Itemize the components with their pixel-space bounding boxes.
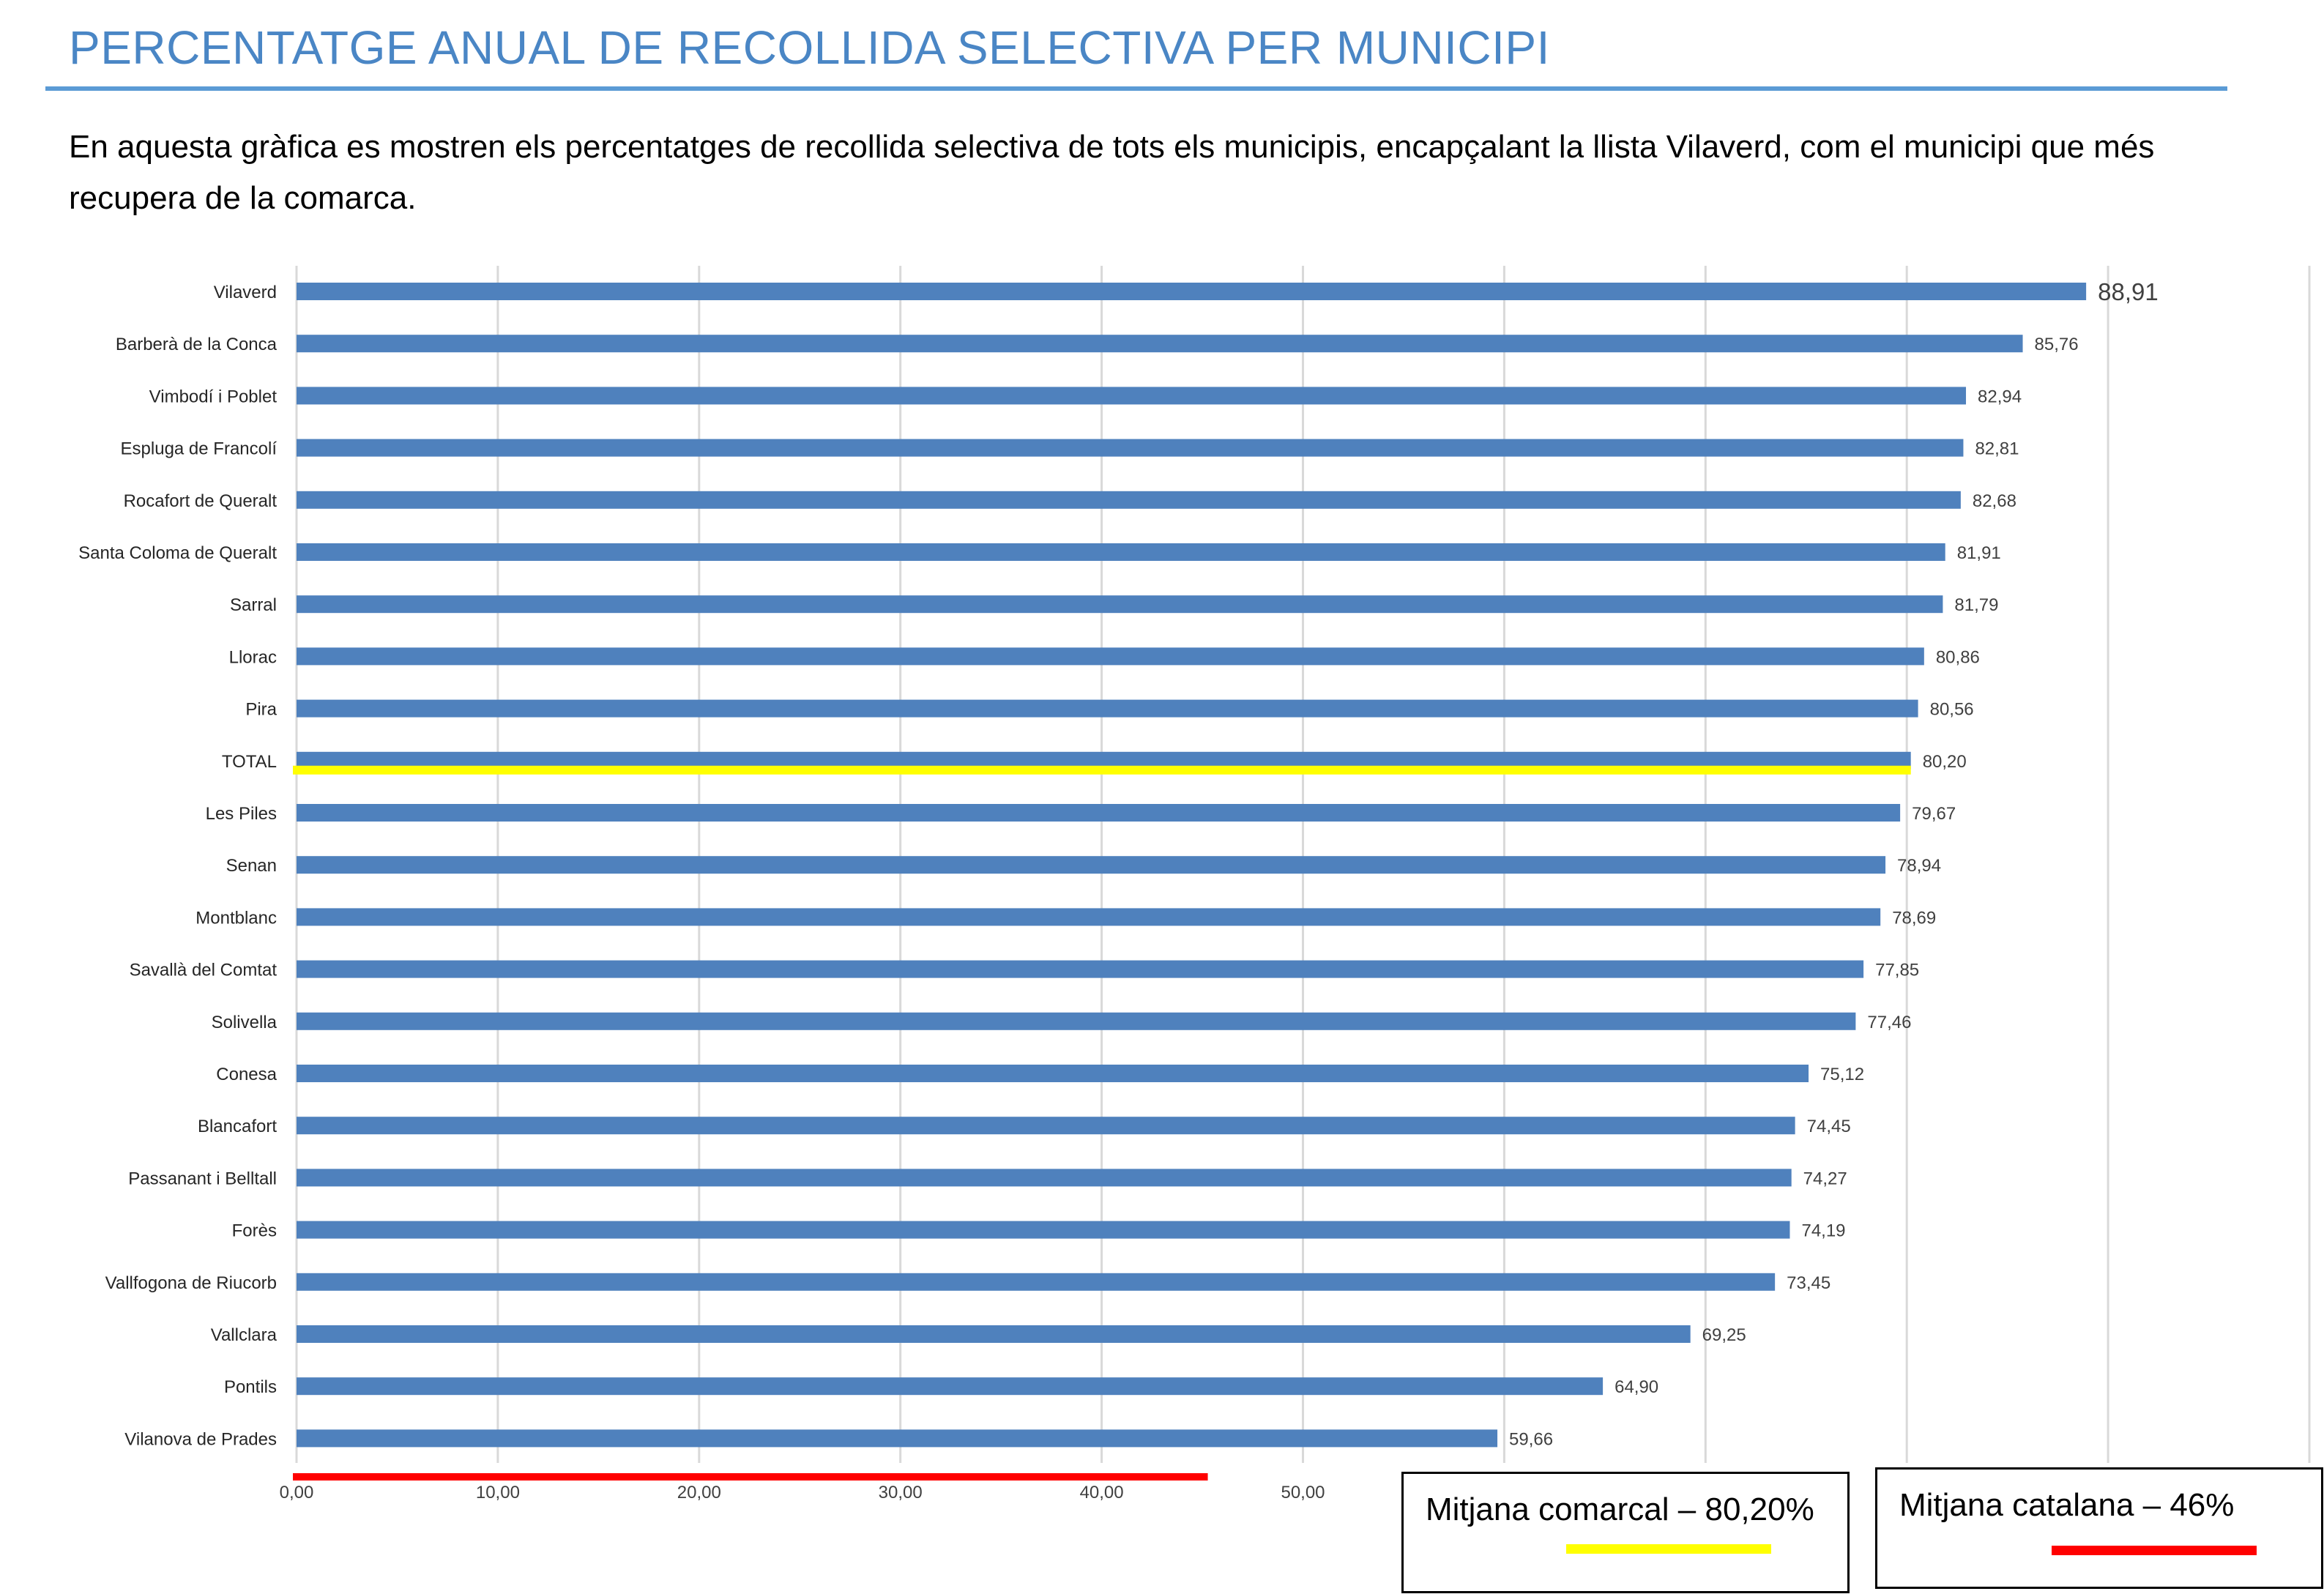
value-label: 69,25: [1702, 1325, 1746, 1345]
category-label: Sarral: [230, 595, 277, 615]
category-label: Espluga de Francolí: [121, 439, 278, 459]
value-label: 78,94: [1897, 856, 1941, 876]
title-divider: [45, 86, 2227, 91]
category-label: Santa Coloma de Queralt: [78, 543, 277, 563]
bars: [297, 283, 2087, 1448]
bar: [297, 856, 1886, 874]
bar: [297, 335, 2023, 353]
category-label: Savallà del Comtat: [130, 961, 278, 980]
category-label: Vallfogona de Riucorb: [105, 1273, 277, 1293]
value-label: 85,76: [2035, 335, 2079, 354]
category-label: Vilaverd: [214, 283, 277, 302]
category-label: Blancafort: [198, 1117, 277, 1136]
category-label: Llorac: [229, 647, 277, 667]
category-label: Montblanc: [195, 908, 277, 928]
bar: [297, 543, 1945, 561]
legend-catalana-label: Mitjana catalana – 46%: [1899, 1487, 2235, 1523]
value-label: 77,85: [1875, 961, 1919, 980]
value-label: 64,90: [1614, 1377, 1658, 1397]
category-label: Rocafort de Queralt: [124, 491, 278, 511]
intro-paragraph: En aquesta gràfica es mostren els percen…: [69, 129, 2155, 216]
reference-lines: [293, 765, 1911, 1481]
value-label: 80,86: [1936, 647, 1980, 667]
x-tick-label: 30,00: [879, 1483, 923, 1502]
bar: [297, 699, 1918, 718]
bar: [297, 1065, 1809, 1082]
category-label: Pontils: [224, 1377, 277, 1397]
value-label: 74,45: [1807, 1117, 1851, 1136]
value-label: 80,56: [1930, 700, 1974, 720]
bar: [297, 1012, 1856, 1030]
category-label: Les Piles: [206, 804, 277, 824]
category-label: Passanant i Belltall: [128, 1169, 277, 1188]
category-label: Conesa: [216, 1065, 277, 1084]
category-label: Pira: [245, 700, 277, 720]
bar: [297, 283, 2087, 300]
legend-comarcal-label: Mitjana comarcal – 80,20%: [1426, 1491, 1814, 1527]
x-tick-label: 20,00: [677, 1483, 721, 1502]
bar: [297, 1273, 1776, 1291]
value-label: 82,68: [1973, 491, 2016, 511]
category-label: Barberà de la Conca: [116, 335, 278, 354]
bar: [297, 647, 1924, 666]
value-label: 59,66: [1509, 1429, 1553, 1449]
category-labels: Vilaverd Barberà de la Conca Vimbodí i Pob…: [78, 283, 277, 1449]
page-title: PERCENTATGE ANUAL DE RECOLLIDA SELECTIVA…: [69, 21, 1550, 74]
value-label: 81,91: [1957, 543, 2001, 563]
value-label: 74,19: [1801, 1221, 1845, 1241]
bar: [297, 908, 1881, 926]
value-label: 81,79: [1954, 595, 1998, 615]
category-label: TOTAL: [222, 752, 277, 772]
bar: [297, 1377, 1604, 1396]
value-label: 78,69: [1892, 908, 1936, 928]
value-label: 73,45: [1787, 1273, 1830, 1293]
bar: [297, 1169, 1792, 1187]
category-label: Solivella: [212, 1013, 278, 1032]
value-label: 82,81: [1975, 439, 2019, 459]
x-tick-label: 0,00: [280, 1483, 314, 1502]
bar: [297, 1429, 1498, 1448]
bar: [297, 960, 1864, 978]
bar: [297, 1117, 1795, 1135]
legend-comarcal-box: Mitjana comarcal – 80,20%: [1401, 1472, 1850, 1593]
legend-catalana-swatch: [2052, 1546, 2257, 1555]
bar: [297, 1221, 1790, 1239]
category-label: Vimbodí i Poblet: [149, 387, 278, 406]
value-label: 80,20: [1923, 752, 1967, 772]
x-tick-label: 50,00: [1281, 1483, 1325, 1502]
x-tick-label: 10,00: [476, 1483, 520, 1502]
category-label: Forès: [232, 1221, 277, 1241]
bar: [297, 595, 1943, 614]
bar: [297, 1325, 1691, 1343]
bar: [297, 491, 1961, 509]
value-label: 75,12: [1820, 1065, 1864, 1084]
value-label: 88,91: [2098, 278, 2159, 305]
value-label: 79,67: [1912, 804, 1956, 824]
x-tick-label: 40,00: [1080, 1483, 1124, 1502]
category-label: Vallclara: [211, 1325, 278, 1345]
category-label: Senan: [226, 856, 277, 876]
value-label: 82,94: [1978, 387, 2022, 406]
legend-catalana-box: Mitjana catalana – 46%: [1875, 1467, 2323, 1589]
legend-comarcal-swatch: [1566, 1544, 1771, 1554]
value-label: 74,27: [1803, 1169, 1847, 1188]
bar: [297, 804, 1901, 822]
value-label: 77,46: [1867, 1013, 1911, 1032]
bar: [297, 439, 1964, 457]
value-labels: 88,91 85,76 82,94 82,81 82,68 81,91 81,79 80,86…: [1509, 278, 2159, 1449]
bar: [297, 387, 1967, 405]
category-label: Vilanova de Prades: [124, 1429, 277, 1449]
